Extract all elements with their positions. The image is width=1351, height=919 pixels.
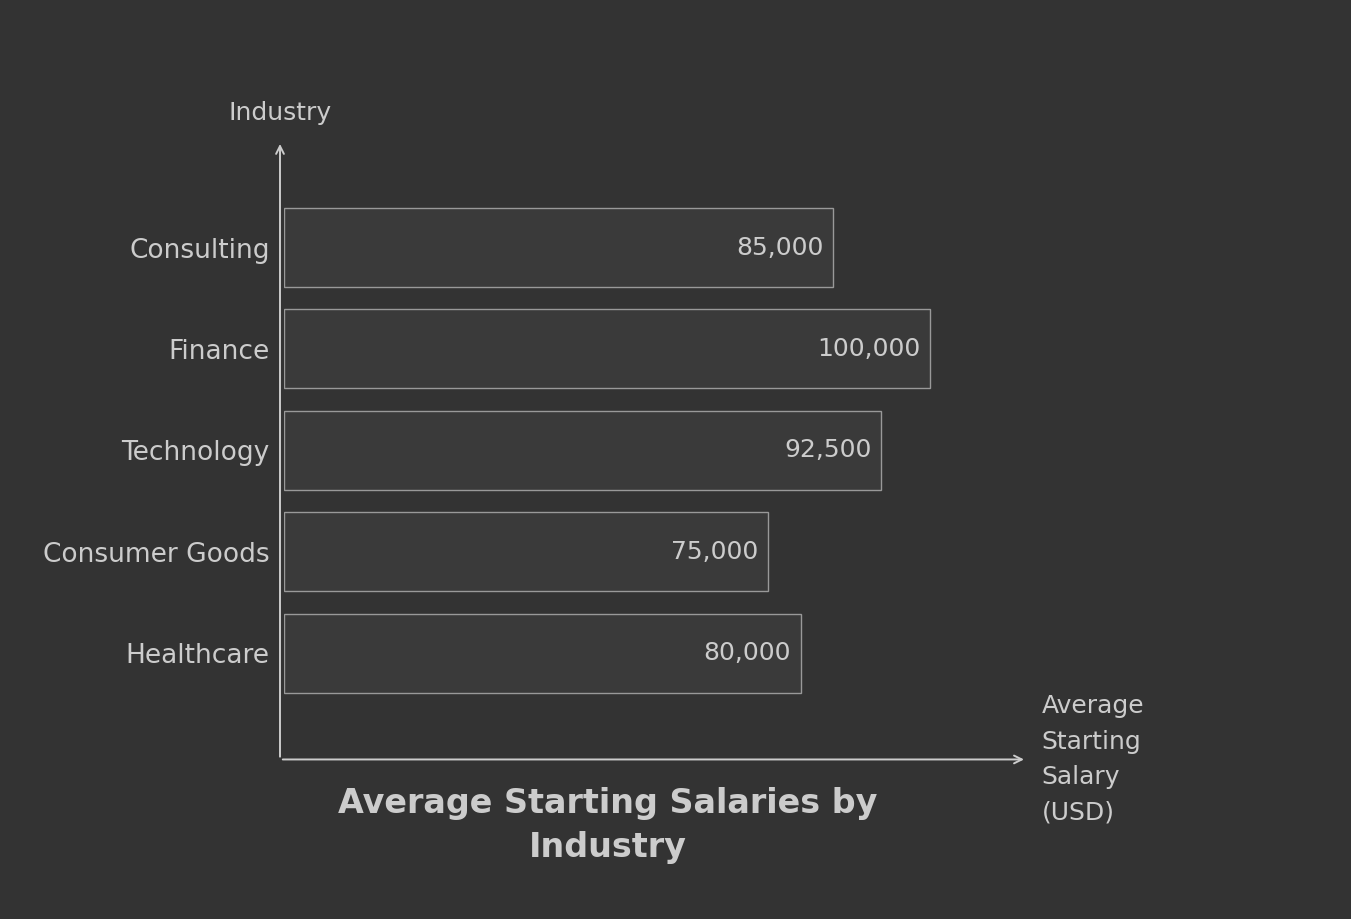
Text: 100,000: 100,000 — [817, 337, 920, 361]
Text: 75,000: 75,000 — [671, 539, 759, 563]
Bar — [284, 310, 929, 389]
Text: Average Starting Salaries by
Industry: Average Starting Salaries by Industry — [338, 788, 878, 864]
Text: 85,000: 85,000 — [736, 235, 823, 259]
Bar — [284, 614, 801, 693]
Bar — [284, 208, 834, 287]
Text: Industry: Industry — [228, 101, 331, 125]
Bar — [284, 512, 769, 591]
Text: 80,000: 80,000 — [704, 641, 790, 665]
Text: 92,500: 92,500 — [785, 438, 871, 462]
Bar — [284, 411, 881, 490]
Text: Average
Starting
Salary
(USD): Average Starting Salary (USD) — [1042, 695, 1144, 824]
